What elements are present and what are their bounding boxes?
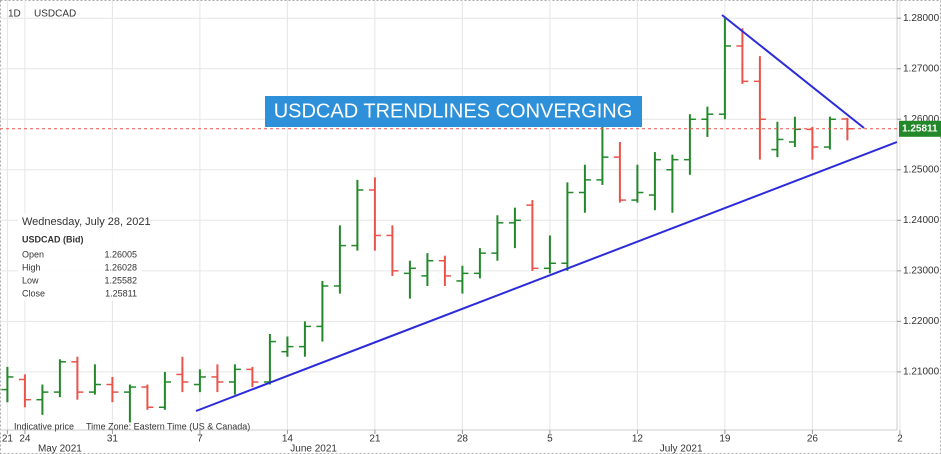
interval: 1D [8,9,21,20]
symbol: USDCAD [34,9,76,20]
info-value: 1.25582 [104,275,137,285]
x-tick-label: 2 [897,434,903,445]
bars [1,18,854,423]
y-tick-label: 1.26000 [903,114,940,125]
y-tick-label: 1.21000 [903,367,940,378]
info-value: 1.26005 [104,249,137,259]
resistance-trendline [721,14,865,129]
info-label: Low [22,275,39,285]
x-tick-label: 5 [547,434,553,445]
info-value: 1.26028 [104,262,137,272]
info-box [18,213,142,301]
last-price-label: 1.25811 [902,123,938,134]
y-tick-label: 1.28000 [903,13,940,24]
x-tick-label: 21 [369,434,381,445]
support-trendline [195,141,898,412]
y-tick-label: 1.24000 [903,215,940,226]
y-tick-label: 1.23000 [903,265,940,276]
x-tick-label: 31 [107,434,119,445]
x-tick-label: 19 [719,434,731,445]
last-price-box [899,120,941,137]
y-tick-label: 1.25000 [903,164,940,175]
title-banner [265,96,642,127]
info-value: 1.25811 [105,288,137,298]
info-date: Wednesday, July 28, 2021 [22,216,151,228]
x-tick-label: 14 [282,434,294,445]
chart-title: USDCAD TRENDLINES CONVERGING [274,100,633,122]
x-tick-label: 12 [632,434,644,445]
month-label: June 2021 [290,444,337,454]
x-tick-label: 28 [457,434,469,445]
x-tick-label: 21 [2,434,14,445]
footer-timezone: Time Zone: Eastern Time (US & Canada) [86,421,250,431]
x-tick-label: 7 [197,434,203,445]
x-tick-label: 26 [807,434,819,445]
footer-price: Indicative price [14,421,74,431]
info-label: High [22,262,41,272]
info-name: USDCAD (Bid) [22,234,84,244]
month-label: July 2021 [660,444,703,454]
y-tick-label: 1.22000 [903,316,940,327]
info-label: Open [22,249,44,259]
y-tick-label: 1.27000 [903,63,940,74]
info-label: Close [22,288,45,298]
x-tick-label: 24 [19,434,31,445]
month-label: May 2021 [38,444,82,454]
